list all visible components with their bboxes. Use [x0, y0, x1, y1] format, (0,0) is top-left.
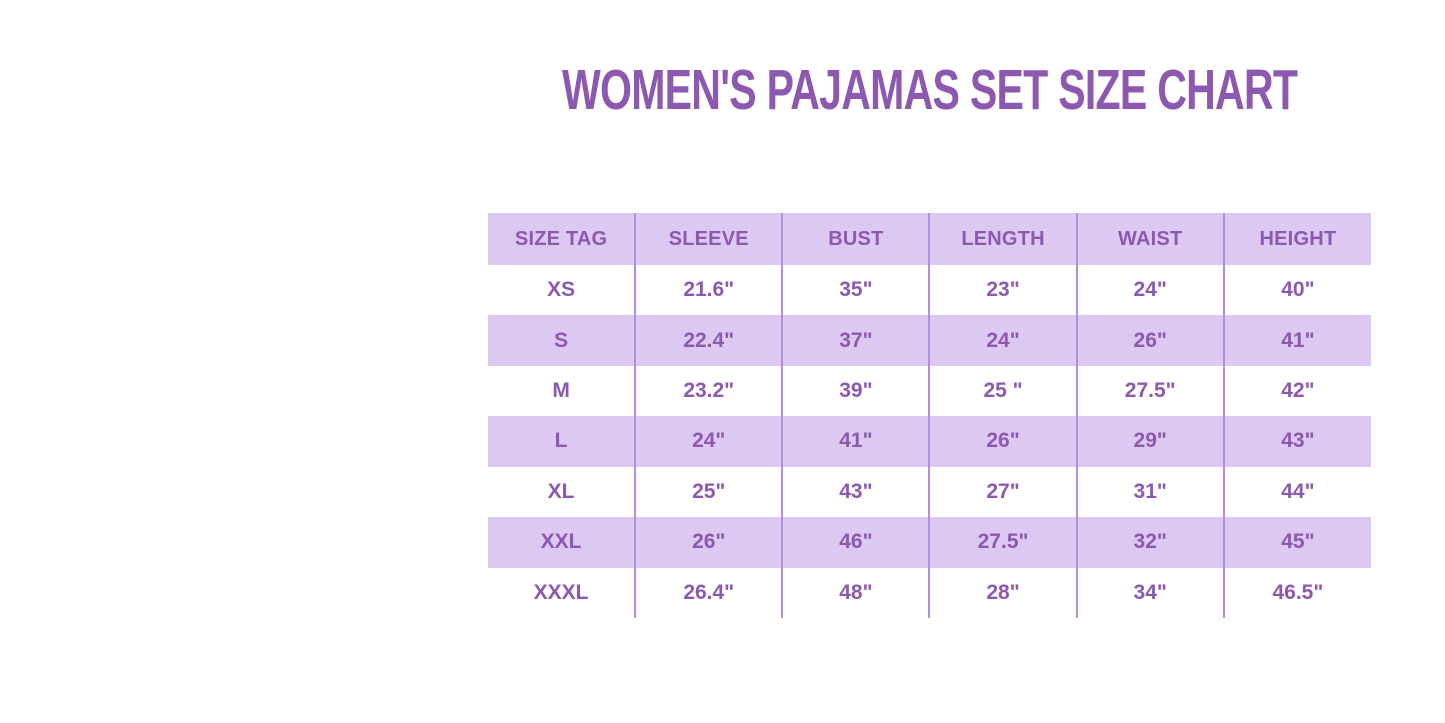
- measurement-cell: 25": [634, 466, 783, 518]
- measurement-cell: 45": [1222, 517, 1371, 568]
- measurement-cell: 25 ": [928, 365, 1077, 417]
- size-chart-table: SIZE TAG SLEEVE BUST LENGTH WAIST HEIGHT XS 21…: [488, 213, 1371, 618]
- size-tag-cell: XL: [547, 479, 575, 503]
- column-header: BUST: [781, 213, 930, 265]
- measurement-cell: 41": [781, 416, 930, 467]
- size-tag-cell: XS: [547, 278, 576, 302]
- measurement-cell: 41": [1222, 315, 1371, 366]
- column-header: HEIGHT: [1222, 213, 1371, 265]
- measurement-cell: 43": [781, 466, 930, 518]
- measurement-cell: 28": [928, 567, 1077, 618]
- measurement-cell: 37": [781, 315, 930, 366]
- measurement-cell: 27.5": [928, 517, 1077, 568]
- size-tag-cell: S: [554, 328, 569, 352]
- table-body: XS 21.6" 35" 23" 24" 40" S 22.4" 37" 24" 26" 41" M 23…: [488, 265, 1371, 618]
- measurement-cell: 24": [1075, 265, 1224, 316]
- measurement-cell: 44": [1222, 466, 1371, 518]
- measurement-cell: 26": [928, 416, 1077, 467]
- table-row: L 24" 41" 26" 29" 43": [488, 416, 1371, 467]
- table-row: XS 21.6" 35" 23" 24" 40": [488, 265, 1371, 316]
- measurement-cell: 32": [1075, 517, 1224, 568]
- column-header: SIZE TAG: [514, 227, 608, 250]
- measurement-cell: 48": [781, 567, 930, 618]
- table-header: SIZE TAG SLEEVE BUST LENGTH WAIST HEIGHT: [488, 213, 1371, 265]
- measurement-cell: 27": [928, 466, 1077, 518]
- size-tag-cell: L: [554, 429, 568, 453]
- measurement-cell: 39": [781, 365, 930, 417]
- measurement-cell: 27.5": [1075, 365, 1224, 417]
- measurement-cell: 26.4": [634, 567, 783, 618]
- measurement-cell: 31": [1075, 466, 1224, 518]
- table-row: XL 25" 43" 27" 31" 44": [488, 466, 1371, 518]
- measurement-cell: 46.5": [1222, 567, 1371, 618]
- size-tag-cell: M: [552, 379, 570, 403]
- measurement-cell: 24": [928, 315, 1077, 366]
- measurement-cell: 23.2": [634, 365, 783, 417]
- measurement-cell: 22.4": [634, 315, 783, 366]
- page-title-text: WOMEN'S PAJAMAS SET SIZE CHART: [561, 58, 1298, 122]
- measurement-cell: 24": [634, 416, 783, 467]
- page-title: WOMEN'S PAJAMAS SET SIZE CHART: [488, 56, 1371, 124]
- table-row: S 22.4" 37" 24" 26" 41": [488, 315, 1371, 366]
- measurement-cell: 40": [1222, 265, 1371, 316]
- measurement-cell: 35": [781, 265, 930, 316]
- table-row: XXL 26" 46" 27.5" 32" 45": [488, 517, 1371, 568]
- header-row: SIZE TAG SLEEVE BUST LENGTH WAIST HEIGHT: [488, 213, 1371, 265]
- size-tag-cell: XXL: [540, 530, 582, 554]
- table-row: M 23.2" 39" 25 " 27.5" 42": [488, 365, 1371, 417]
- measurement-cell: 46": [781, 517, 930, 568]
- measurement-cell: 42": [1222, 365, 1371, 417]
- measurement-cell: 29": [1075, 416, 1224, 467]
- column-header: SLEEVE: [634, 213, 783, 265]
- measurement-cell: 26": [1075, 315, 1224, 366]
- measurement-cell: 23": [928, 265, 1077, 316]
- column-header: LENGTH: [928, 213, 1077, 265]
- table-row: XXXL 26.4" 48" 28" 34" 46.5": [488, 567, 1371, 618]
- column-header: WAIST: [1075, 213, 1224, 265]
- size-tag-cell: XXXL: [533, 580, 589, 604]
- measurement-cell: 26": [634, 517, 783, 568]
- measurement-cell: 21.6": [634, 265, 783, 316]
- measurement-cell: 43": [1222, 416, 1371, 467]
- measurement-cell: 34": [1075, 567, 1224, 618]
